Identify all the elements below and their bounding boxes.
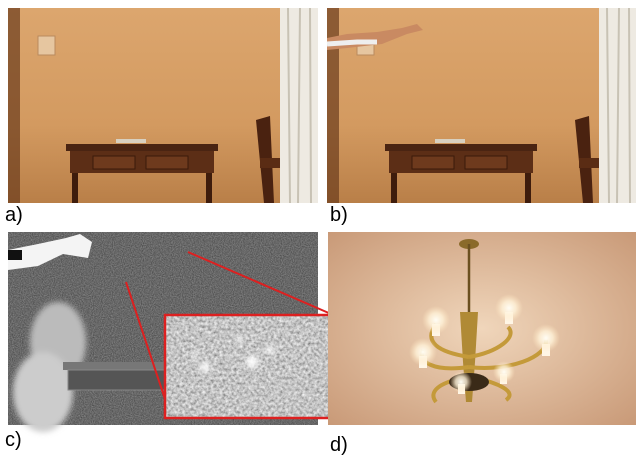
photo xyxy=(7,7,319,204)
zoom-line xyxy=(125,281,167,403)
panel-label: b) xyxy=(330,204,348,226)
bright-spots-part xyxy=(237,337,243,343)
photo xyxy=(328,232,636,425)
bright-spots-part xyxy=(246,356,258,368)
table xyxy=(63,362,173,370)
inset xyxy=(163,313,340,420)
chandelier-part-part xyxy=(532,324,560,352)
zoom-line xyxy=(187,251,339,318)
table xyxy=(67,369,169,391)
panel-c xyxy=(8,232,339,432)
bright-spots-part xyxy=(192,352,198,358)
sleeve xyxy=(326,39,377,47)
watch xyxy=(8,250,22,260)
chandelier xyxy=(409,239,560,404)
panel-b xyxy=(326,7,636,204)
panel-d xyxy=(328,232,636,425)
chandelier-part xyxy=(409,294,560,394)
panel-label: a) xyxy=(5,204,23,226)
panel-label: c) xyxy=(5,429,22,451)
bright-spots-part xyxy=(200,362,210,372)
chandelier-part xyxy=(420,322,548,404)
panel-label: d) xyxy=(330,434,348,455)
bright-spots xyxy=(192,337,274,372)
ghost-part xyxy=(13,352,73,432)
bright-spots-part xyxy=(266,346,274,354)
chandelier-part-part xyxy=(450,371,472,393)
arm xyxy=(8,234,92,270)
chandelier-part-part xyxy=(495,294,523,322)
chandelier-part-part xyxy=(409,338,437,366)
panel-a xyxy=(7,7,319,204)
chandelier-part-part xyxy=(422,306,450,334)
chandelier-part-part xyxy=(493,361,515,383)
